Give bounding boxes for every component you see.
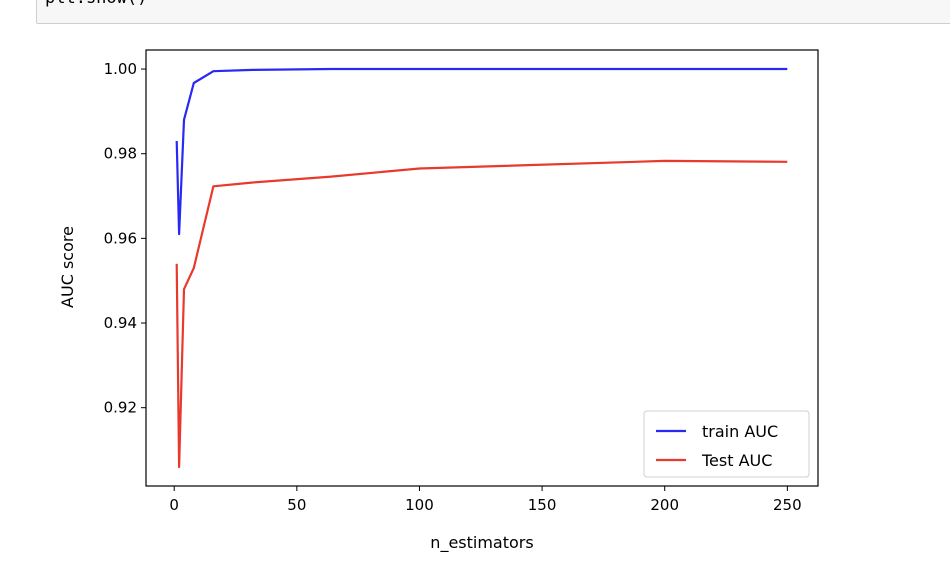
x-tick-label: 100 bbox=[405, 496, 434, 514]
y-tick-label: 0.98 bbox=[104, 145, 137, 163]
x-tick-label: 150 bbox=[528, 496, 557, 514]
legend-label-1: train AUC bbox=[702, 422, 778, 441]
x-tick-label: 250 bbox=[773, 496, 802, 514]
x-tick-label: 50 bbox=[287, 496, 306, 514]
plot-frame bbox=[145, 49, 819, 487]
series-line-1 bbox=[175, 67, 788, 236]
x-axis-label: n_estimators bbox=[430, 533, 533, 553]
code-cell-text: plt.show() bbox=[45, 0, 147, 8]
y-axis-label: AUC score bbox=[58, 226, 77, 308]
code-cell[interactable]: plt.show() bbox=[36, 0, 950, 24]
series-line-2 bbox=[175, 159, 788, 469]
y-tick-label: 0.96 bbox=[104, 229, 137, 247]
x-tick-label: 0 bbox=[169, 496, 179, 514]
y-tick-label: 1.00 bbox=[104, 60, 137, 78]
y-tick-label: 0.92 bbox=[104, 399, 137, 417]
x-tick-label: 200 bbox=[650, 496, 679, 514]
legend-label-2: Test AUC bbox=[701, 451, 772, 470]
y-tick-label: 0.94 bbox=[104, 314, 137, 332]
